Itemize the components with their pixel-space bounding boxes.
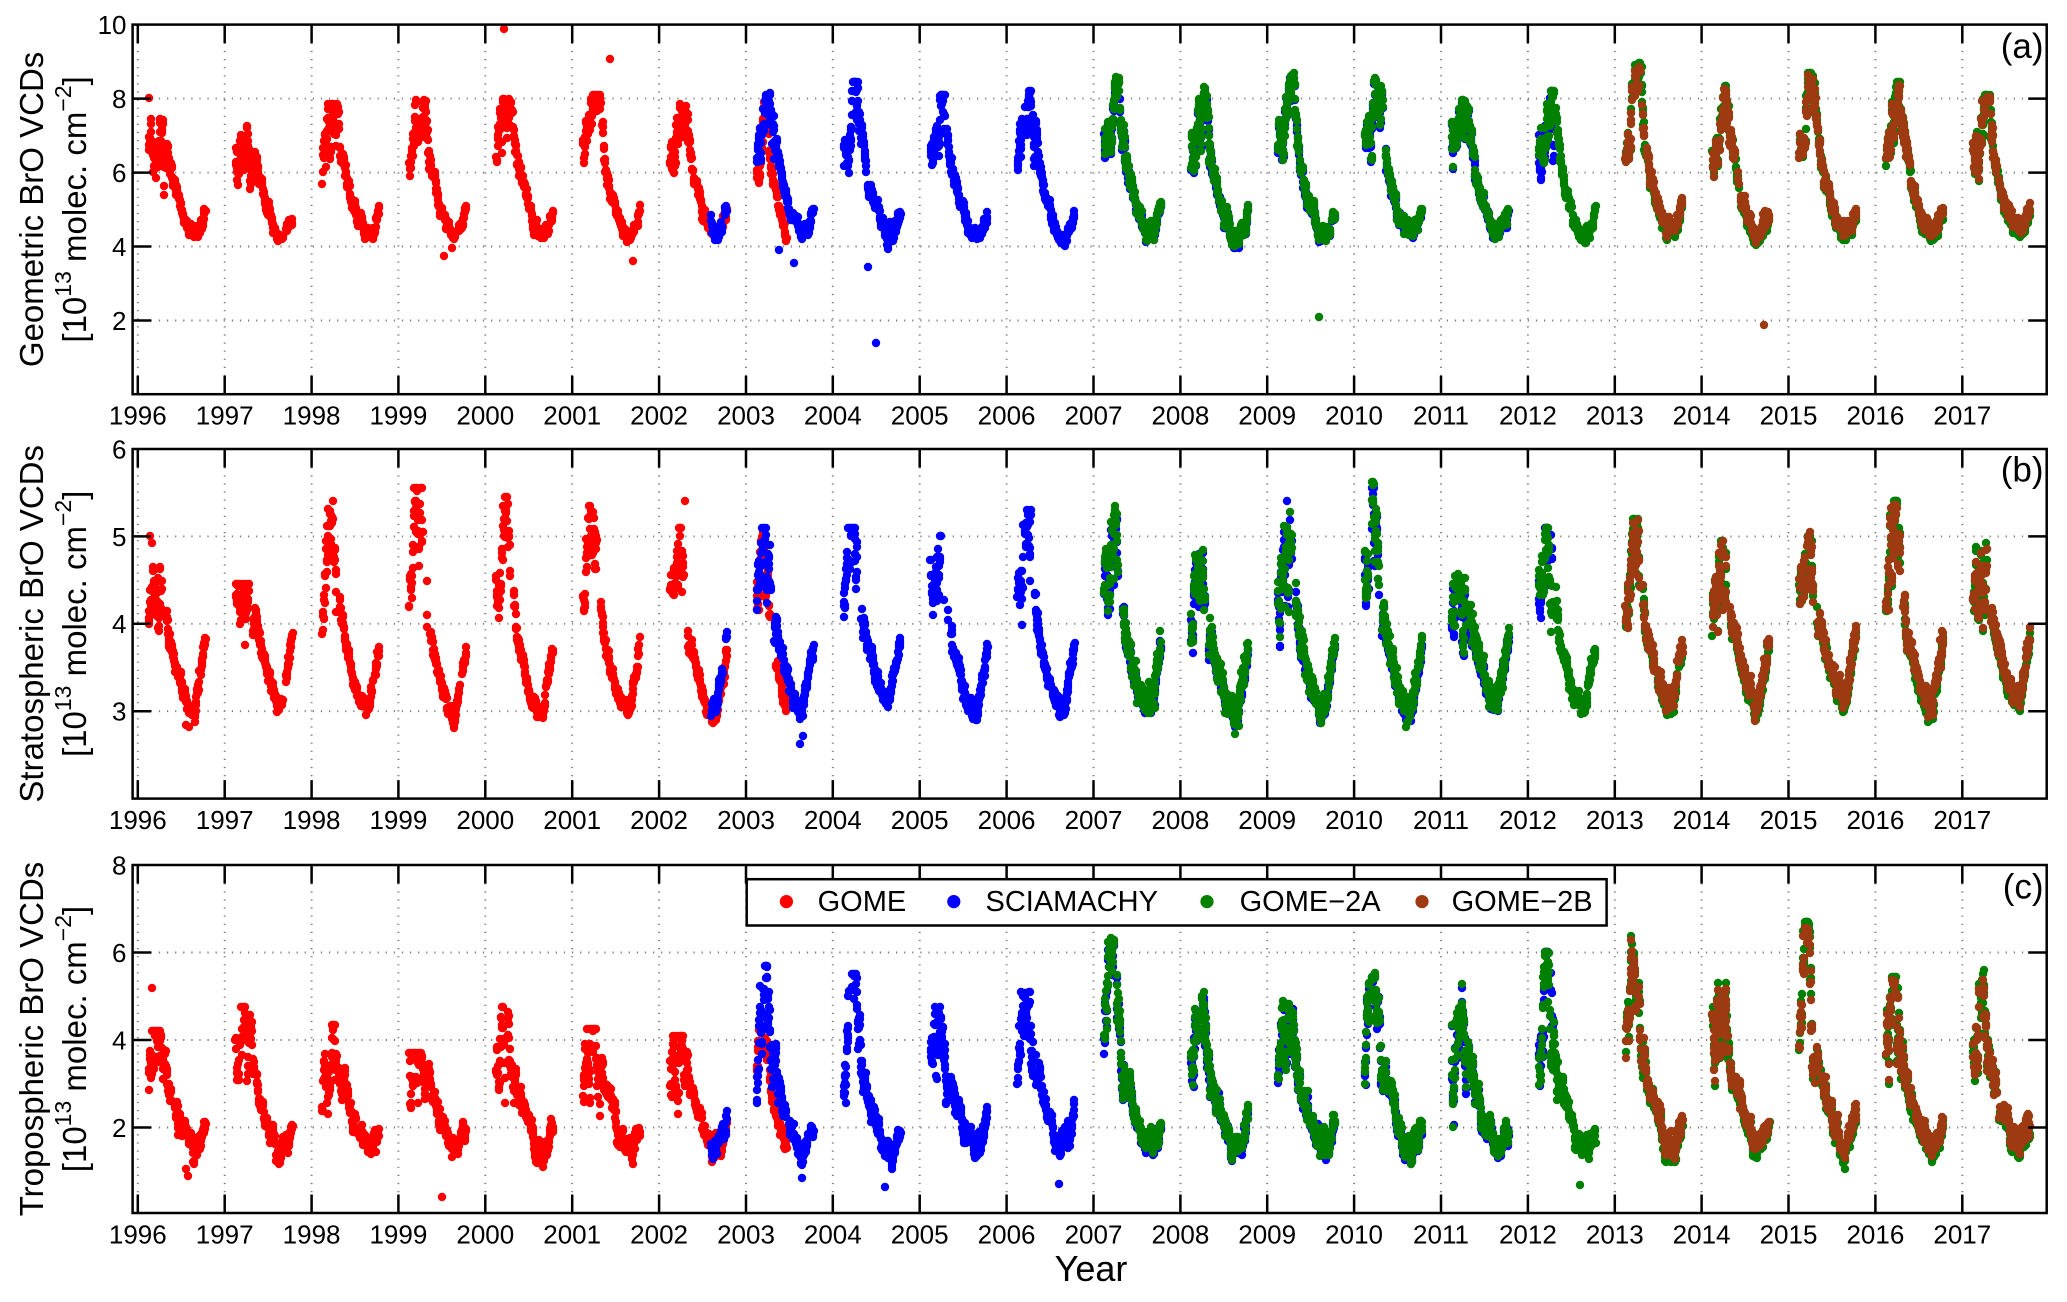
svg-text:1998: 1998 (283, 805, 341, 835)
svg-text:2009: 2009 (1238, 805, 1296, 835)
svg-text:2001: 2001 (543, 805, 601, 835)
svg-text:[1013 molec. cm−2]: [1013 molec. cm−2] (50, 491, 93, 757)
svg-text:2002: 2002 (630, 1219, 688, 1249)
svg-text:2003: 2003 (717, 805, 775, 835)
svg-text:2016: 2016 (1846, 1219, 1904, 1249)
svg-text:2006: 2006 (978, 401, 1036, 431)
svg-text:2012: 2012 (1499, 805, 1557, 835)
svg-text:GOME−2B: GOME−2B (1452, 886, 1593, 918)
svg-text:2006: 2006 (978, 1219, 1036, 1249)
svg-text:2000: 2000 (456, 401, 514, 431)
svg-text:2013: 2013 (1586, 401, 1644, 431)
svg-text:2017: 2017 (1933, 805, 1991, 835)
svg-text:2003: 2003 (717, 401, 775, 431)
svg-text:2009: 2009 (1238, 1219, 1296, 1249)
svg-text:2011: 2011 (1413, 805, 1469, 835)
svg-text:1999: 1999 (369, 805, 427, 835)
svg-text:8: 8 (112, 850, 126, 880)
svg-text:1998: 1998 (283, 1219, 341, 1249)
svg-text:2011: 2011 (1413, 401, 1469, 431)
svg-text:1997: 1997 (196, 1219, 254, 1249)
svg-text:2017: 2017 (1933, 1219, 1991, 1249)
svg-text:1998: 1998 (283, 401, 341, 431)
svg-text:2013: 2013 (1586, 805, 1644, 835)
svg-text:2011: 2011 (1413, 1219, 1469, 1249)
svg-text:2009: 2009 (1238, 401, 1296, 431)
svg-text:2017: 2017 (1933, 401, 1991, 431)
svg-text:2002: 2002 (630, 401, 688, 431)
svg-text:2015: 2015 (1760, 1219, 1818, 1249)
svg-text:2: 2 (112, 306, 126, 336)
svg-text:2005: 2005 (891, 805, 949, 835)
svg-text:2010: 2010 (1325, 401, 1383, 431)
svg-text:1996: 1996 (109, 401, 167, 431)
svg-text:1999: 1999 (369, 1219, 427, 1249)
svg-text:1996: 1996 (109, 805, 167, 835)
svg-text:3: 3 (112, 697, 126, 727)
svg-text:4: 4 (112, 1025, 126, 1055)
svg-text:2003: 2003 (717, 1219, 775, 1249)
svg-text:[1013 molec. cm−2]: [1013 molec. cm−2] (50, 76, 93, 342)
svg-text:2: 2 (112, 1113, 126, 1143)
svg-text:2016: 2016 (1846, 401, 1904, 431)
svg-text:1997: 1997 (196, 401, 254, 431)
svg-text:2006: 2006 (978, 805, 1036, 835)
svg-text:2013: 2013 (1586, 1219, 1644, 1249)
svg-text:2004: 2004 (804, 805, 862, 835)
svg-text:2007: 2007 (1065, 1219, 1123, 1249)
svg-text:2004: 2004 (804, 401, 862, 431)
svg-text:2012: 2012 (1499, 401, 1557, 431)
svg-text:[1013 molec. cm−2]: [1013 molec. cm−2] (50, 906, 93, 1172)
svg-text:2008: 2008 (1151, 805, 1209, 835)
svg-text:2005: 2005 (891, 401, 949, 431)
svg-text:2014: 2014 (1673, 805, 1731, 835)
svg-text:2007: 2007 (1065, 401, 1123, 431)
svg-text:6: 6 (112, 938, 126, 968)
svg-text:8: 8 (112, 84, 126, 114)
svg-text:2005: 2005 (891, 1219, 949, 1249)
svg-text:2000: 2000 (456, 805, 514, 835)
svg-text:2004: 2004 (804, 1219, 862, 1249)
svg-text:5: 5 (112, 522, 126, 552)
svg-text:1999: 1999 (369, 401, 427, 431)
svg-text:2012: 2012 (1499, 1219, 1557, 1249)
svg-text:2014: 2014 (1673, 401, 1731, 431)
svg-text:Stratospheric BrO VCDs: Stratospheric BrO VCDs (13, 445, 50, 803)
svg-text:(a): (a) (2001, 27, 2044, 66)
svg-text:2008: 2008 (1151, 401, 1209, 431)
svg-text:1997: 1997 (196, 805, 254, 835)
svg-text:2001: 2001 (543, 401, 601, 431)
svg-text:2001: 2001 (543, 1219, 601, 1249)
svg-text:6: 6 (112, 158, 126, 188)
svg-text:GOME−2A: GOME−2A (1240, 886, 1382, 918)
svg-text:SCIAMACHY: SCIAMACHY (986, 886, 1158, 918)
svg-text:4: 4 (112, 609, 126, 639)
svg-text:2010: 2010 (1325, 1219, 1383, 1249)
svg-text:2008: 2008 (1151, 1219, 1209, 1249)
svg-text:10: 10 (98, 10, 127, 40)
svg-text:2014: 2014 (1673, 1219, 1731, 1249)
svg-text:2016: 2016 (1846, 805, 1904, 835)
svg-text:2010: 2010 (1325, 805, 1383, 835)
svg-text:2015: 2015 (1760, 401, 1818, 431)
svg-text:(b): (b) (2001, 451, 2044, 490)
svg-text:4: 4 (112, 232, 126, 262)
svg-text:2000: 2000 (456, 1219, 514, 1249)
svg-text:(c): (c) (2003, 868, 2044, 907)
svg-text:Year: Year (1055, 1248, 1128, 1289)
svg-text:Geometric BrO VCDs: Geometric BrO VCDs (13, 52, 50, 367)
svg-text:Tropospheric BrO VCDs: Tropospheric BrO VCDs (13, 862, 50, 1217)
svg-text:2002: 2002 (630, 805, 688, 835)
svg-text:1996: 1996 (109, 1219, 167, 1249)
svg-text:2007: 2007 (1065, 805, 1123, 835)
svg-text:6: 6 (112, 434, 126, 464)
svg-text:GOME: GOME (818, 886, 907, 918)
svg-text:2015: 2015 (1760, 805, 1818, 835)
